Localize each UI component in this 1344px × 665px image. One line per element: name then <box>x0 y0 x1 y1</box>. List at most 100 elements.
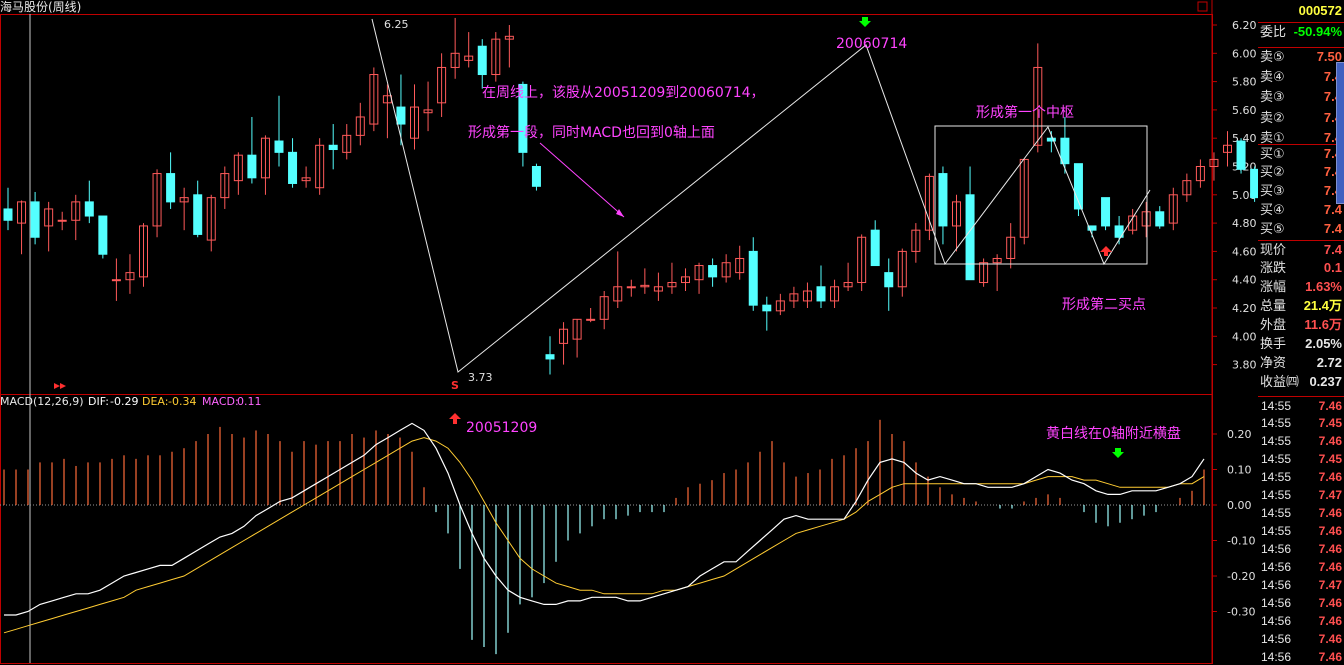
candle-body <box>328 144 338 151</box>
tick-price: 7.45 <box>1318 452 1342 466</box>
candle-body <box>667 282 677 288</box>
kline-chart-area[interactable]: 海马股份(周线) 6.206.005.805.605.405.205.004.8… <box>0 0 1258 665</box>
candle-body <box>653 286 663 292</box>
buy-level-2: 买② 7.4 <box>1258 163 1344 181</box>
macd-macd-label: MACD: <box>202 395 239 408</box>
candle <box>71 194 81 241</box>
candle-body <box>342 134 352 153</box>
candle <box>843 262 853 292</box>
candle <box>1006 223 1016 269</box>
candle-body <box>599 296 609 320</box>
stat-row-2-value: 1.63% <box>1305 279 1342 294</box>
candle-body <box>545 354 555 360</box>
buy-level-4: 买④ 7.4 <box>1258 201 1344 219</box>
price-tick-label: 4.00 <box>1232 330 1257 343</box>
candle-body <box>911 229 921 252</box>
candle-body <box>708 265 718 278</box>
analysis-overlays <box>371 18 1151 373</box>
annotation-line2: 形成第一段，同时MACD也回到0轴上面 <box>468 124 715 141</box>
tick-price: 7.46 <box>1318 650 1342 664</box>
tick-row: 14:56 7.46 <box>1258 540 1344 558</box>
candle <box>220 166 230 209</box>
candle-body <box>369 74 379 125</box>
price-tick-label: 3.80 <box>1232 359 1257 372</box>
candle <box>288 138 298 188</box>
tick-time: 14:56 <box>1261 578 1292 592</box>
candle-body <box>166 173 176 203</box>
tick-row: 14:56 7.46 <box>1258 648 1344 665</box>
candle-body <box>748 250 758 306</box>
candle <box>166 152 176 209</box>
candle-body <box>355 116 365 136</box>
stat-row-6: 净资 2.72 <box>1258 354 1344 372</box>
annotation-second-buy: 形成第二买点 <box>1062 296 1146 313</box>
dea-line <box>3 437 1205 634</box>
tick-row: 14:55 7.45 <box>1258 414 1344 432</box>
candle <box>775 293 785 316</box>
candle-body <box>884 272 894 288</box>
buy-level-2-label: 买② <box>1260 164 1285 179</box>
candle <box>30 191 40 245</box>
dif-line <box>4 422 1205 616</box>
candle-body <box>193 194 203 235</box>
weibi-row: 委比 -50.94% <box>1258 22 1344 41</box>
tick-row: 14:55 7.46 <box>1258 468 1344 486</box>
annotation-pointer <box>539 142 625 218</box>
candle-body <box>1060 137 1070 165</box>
tick-price: 7.46 <box>1318 632 1342 646</box>
candle <box>857 234 867 292</box>
candle <box>152 169 162 238</box>
tick-row: 14:55 7.46 <box>1258 396 1344 415</box>
candle <box>423 81 433 132</box>
candle <box>897 248 907 297</box>
tick-time: 14:55 <box>1261 452 1292 466</box>
price-tick-label: 4.40 <box>1232 274 1257 287</box>
candle-body <box>44 208 54 227</box>
tick-time: 14:55 <box>1261 434 1292 448</box>
candle <box>952 194 961 252</box>
candle <box>924 173 934 241</box>
candle <box>274 95 284 167</box>
candle <box>694 262 704 294</box>
candle <box>965 166 975 281</box>
candle-body <box>531 166 541 187</box>
buy-level-5: 买⑤ 7.4 <box>1258 220 1344 238</box>
candle-body <box>613 286 623 302</box>
candle <box>1060 116 1070 174</box>
candle-body <box>274 140 284 153</box>
candle-body <box>802 290 812 302</box>
sell-level-5-value: 7.50 <box>1316 49 1342 64</box>
tick-row: 14:55 7.46 <box>1258 432 1344 450</box>
annotation-macd-date: 20051209 <box>466 420 537 436</box>
macd-macd-value: 0.11 <box>237 395 262 408</box>
candle <box>17 200 27 255</box>
annotation-pivot: 形成第一个中枢 <box>976 104 1074 121</box>
macd-panel-frame <box>0 394 1213 664</box>
candle-body <box>1073 163 1083 210</box>
close-panel-button[interactable] <box>1197 1 1208 12</box>
sidebar-scrollbar[interactable] <box>1336 62 1344 204</box>
tick-price: 7.46 <box>1318 560 1342 574</box>
candle <box>1209 152 1219 181</box>
candle-body <box>1236 140 1246 170</box>
price-tick-label: 4.80 <box>1232 217 1257 230</box>
price-tick-label: 4.60 <box>1232 245 1257 258</box>
scroll-left-marker-icon[interactable] <box>54 383 66 389</box>
candle-body <box>1046 137 1056 142</box>
candle <box>640 268 650 294</box>
candle <box>1182 173 1192 202</box>
candle <box>545 336 555 375</box>
macd-tick-label: -0.10 <box>1227 535 1255 548</box>
candle <box>748 237 758 311</box>
candle <box>789 286 799 308</box>
candle <box>504 25 514 68</box>
macd-tick-label: -0.20 <box>1227 570 1255 583</box>
candle <box>206 194 216 252</box>
candle <box>369 67 379 132</box>
candle-body <box>1195 166 1205 182</box>
sell-level-4: 卖④ 7.4 <box>1258 68 1344 86</box>
candle-body <box>1101 197 1111 227</box>
candle <box>315 138 325 195</box>
tick-time: 14:55 <box>1261 524 1292 538</box>
candle <box>1073 163 1083 217</box>
